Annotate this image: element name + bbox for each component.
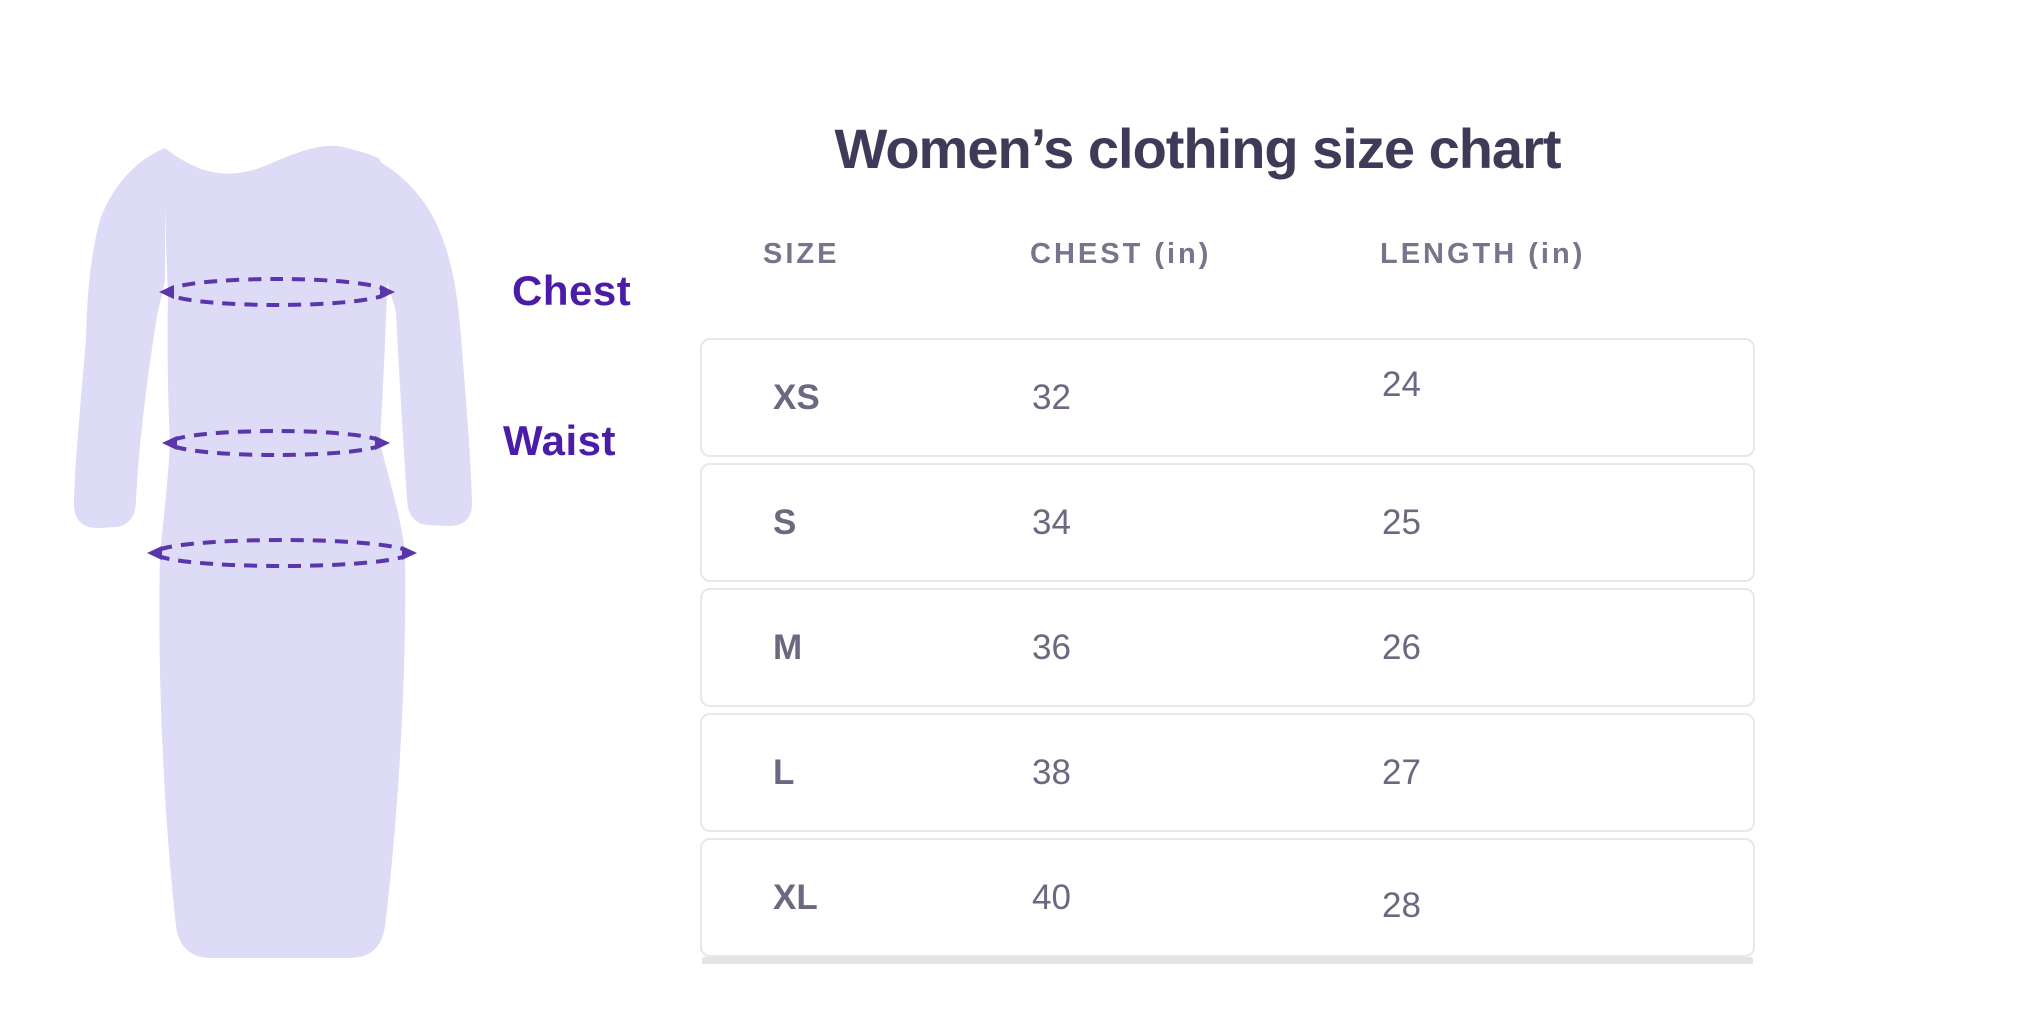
dress-right-sleeve <box>343 147 472 527</box>
table-header: SIZE CHEST (in) LENGTH (in) <box>700 240 1755 269</box>
table-row: XS 32 24 <box>700 338 1755 457</box>
column-header-size: SIZE <box>763 238 840 270</box>
waist-measurement-label: Waist <box>503 417 616 464</box>
chest-ellipse-arrowheads <box>159 285 395 299</box>
table-bottom-bar <box>702 957 1753 964</box>
chest-cell: 40 <box>1032 878 1071 917</box>
length-cell: 25 <box>1382 503 1421 542</box>
length-cell: 24 <box>1382 365 1421 404</box>
size-cell: M <box>773 628 803 667</box>
chest-cell: 34 <box>1032 503 1071 542</box>
dress-body <box>159 145 406 959</box>
table-row: XL 40 28 <box>700 838 1755 957</box>
dress-illustration <box>74 145 472 959</box>
page-title: Women’s clothing size chart <box>834 117 1561 180</box>
chest-cell: 38 <box>1032 753 1071 792</box>
chest-cell: 36 <box>1032 628 1071 667</box>
column-header-length: LENGTH (in) <box>1380 238 1586 270</box>
chest-measurement-label: Chest <box>512 267 632 314</box>
length-cell: 27 <box>1382 753 1421 792</box>
table-body: XS 32 24 S 34 25 M 36 26 L 38 27 XL 40 2… <box>700 338 1755 963</box>
length-cell: 28 <box>1382 886 1421 925</box>
table-row: S 34 25 <box>700 463 1755 582</box>
size-cell: XS <box>773 378 820 417</box>
column-header-chest: CHEST (in) <box>1030 238 1212 270</box>
length-cell: 26 <box>1382 628 1421 667</box>
chest-cell: 32 <box>1032 378 1071 417</box>
hip-ellipse-arrowheads <box>147 546 417 560</box>
size-cell: S <box>773 503 797 542</box>
size-cell: XL <box>773 878 818 917</box>
table-row: L 38 27 <box>700 713 1755 832</box>
size-cell: L <box>773 753 795 792</box>
waist-ellipse-arrowheads <box>162 436 390 450</box>
dress-left-sleeve <box>74 148 165 529</box>
table-row: M 36 26 <box>700 588 1755 707</box>
